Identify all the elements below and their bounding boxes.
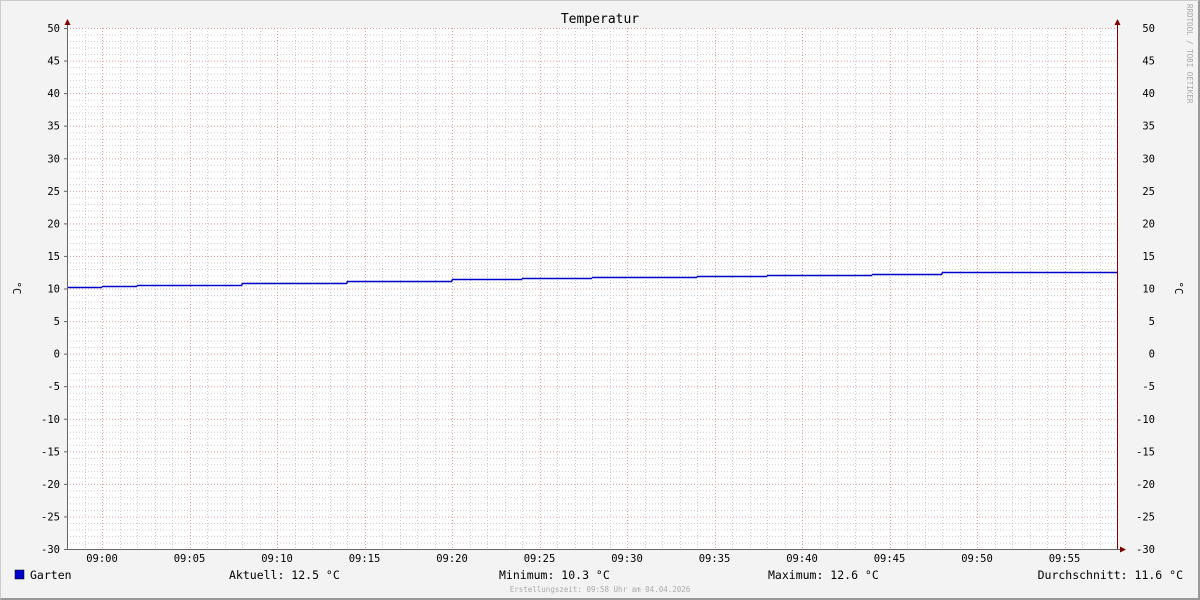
y-tick-label-left: 50 [47, 23, 60, 35]
y-tick-label-left: 10 [47, 284, 60, 296]
x-tick-label: 09:35 [699, 553, 731, 565]
x-tick-label: 09:20 [436, 553, 468, 565]
y-tick-label-left: -25 [41, 511, 60, 523]
y-tick-label-left: 35 [47, 121, 60, 133]
y-tick-label-right: 50 [1142, 23, 1155, 35]
x-tick-label: 09:50 [961, 553, 993, 565]
x-tick-label: 09:15 [349, 553, 381, 565]
legend-swatch [14, 569, 25, 580]
y-axis-arrow-right [1114, 19, 1121, 25]
y-tick-label-left: -5 [47, 381, 60, 393]
y-tick-label-left: 45 [47, 56, 60, 68]
legend-current: Aktuell: 12.5 °C [229, 568, 340, 582]
x-tick-label: 09:25 [524, 553, 556, 565]
y-tick-label-left: -10 [41, 414, 60, 426]
x-tick-label: 09:55 [1049, 553, 1081, 565]
x-tick-label: 09:30 [611, 553, 643, 565]
y-tick-label-right: 45 [1142, 56, 1155, 68]
y-tick-label-left: -30 [41, 544, 60, 556]
creation-time: Erstellungszeit: 09:58 Uhr am 04.04.2026 [510, 585, 691, 594]
legend-average: Durchschnitt: 11.6 °C [1038, 568, 1183, 582]
y-tick-label-right: 30 [1142, 153, 1155, 165]
chart-title: Temperatur [561, 12, 639, 27]
y-tick-label-left: 5 [54, 316, 60, 328]
y-tick-label-right: -30 [1136, 544, 1155, 556]
y-tick-label-left: 30 [47, 153, 60, 165]
y-tick-label-left: -20 [41, 479, 60, 491]
y-tick-label-right: -5 [1142, 381, 1155, 393]
y-tick-label-right: 5 [1149, 316, 1155, 328]
y-axis-arrow-left [64, 19, 71, 25]
y-tick-label-right: 10 [1142, 284, 1155, 296]
y-tick-label-left: 0 [54, 349, 60, 361]
y-tick-label-right: 15 [1142, 251, 1155, 263]
y-tick-label-right: 25 [1142, 186, 1155, 198]
watermark: RRDTOOL / TOBI OETIKER [1185, 4, 1194, 104]
x-tick-label: 09:40 [786, 553, 818, 565]
x-tick-label: 09:10 [261, 553, 293, 565]
y-tick-label-left: -15 [41, 446, 60, 458]
legend-minimum: Minimum: 10.3 °C [499, 568, 610, 582]
y-tick-label-right: -25 [1136, 511, 1155, 523]
x-tick-label: 09:00 [86, 553, 118, 565]
y-tick-label-right: -20 [1136, 479, 1155, 491]
y-tick-label-right: -10 [1136, 414, 1155, 426]
y-axis-label-left: °C [10, 282, 22, 295]
y-axis-label-right: °C [1172, 282, 1184, 295]
legend-name: Garten [30, 568, 72, 582]
y-tick-label-left: 25 [47, 186, 60, 198]
y-tick-label-right: 20 [1142, 218, 1155, 230]
x-tick-label: 09:45 [874, 553, 906, 565]
legend-maximum: Maximum: 12.6 °C [768, 568, 879, 582]
y-tick-label-right: 40 [1142, 88, 1155, 100]
x-tick-label: 09:05 [174, 553, 206, 565]
x-axis-arrow [1120, 546, 1126, 553]
y-tick-label-right: 35 [1142, 121, 1155, 133]
y-tick-label-right: 0 [1149, 349, 1155, 361]
y-tick-label-right: -15 [1136, 446, 1155, 458]
y-tick-label-left: 15 [47, 251, 60, 263]
y-tick-label-left: 20 [47, 218, 60, 230]
y-tick-label-left: 40 [47, 88, 60, 100]
